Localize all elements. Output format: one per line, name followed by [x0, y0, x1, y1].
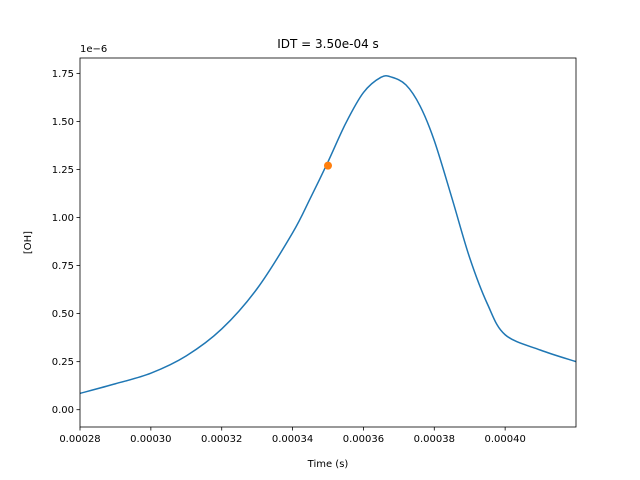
- x-tick-label: 0.00032: [201, 434, 242, 445]
- axes-frame: [79, 57, 577, 428]
- y-tick-label: 0.25: [52, 357, 74, 368]
- x-tick-label: 0.00040: [484, 434, 525, 445]
- y-axis: 0.00 0.25 0.50 0.75 1.00 1.25 1.50 1.75: [52, 69, 80, 416]
- idt-marker-point: [324, 161, 332, 170]
- y-tick-label: 1.25: [52, 165, 74, 176]
- x-tick-label: 0.00028: [59, 434, 100, 445]
- y-offset-text: 1e−6: [80, 44, 107, 55]
- y-tick-label: 1.00: [52, 213, 74, 224]
- x-tick-label: 0.00036: [343, 434, 384, 445]
- chart-title: IDT = 3.50e-04 s: [277, 37, 379, 51]
- plot-layer: [80, 75, 576, 395]
- x-tick-label: 0.00038: [414, 434, 455, 445]
- x-axis-label: Time (s): [307, 459, 349, 470]
- y-tick-label: 0.00: [52, 405, 74, 416]
- x-axis: 0.00028 0.00030 0.00032 0.00034 0.00036 0.000…: [59, 427, 526, 445]
- x-tick-label: 0.00030: [130, 434, 171, 445]
- x-tick-label: 0.00034: [272, 434, 313, 445]
- y-tick-label: 1.50: [52, 117, 74, 128]
- y-tick-label: 1.75: [52, 69, 74, 80]
- y-axis-label: [OH]: [23, 231, 34, 254]
- y-tick-label: 0.50: [52, 309, 74, 320]
- series-line-0: [80, 75, 576, 395]
- y-tick-label: 0.75: [52, 261, 74, 272]
